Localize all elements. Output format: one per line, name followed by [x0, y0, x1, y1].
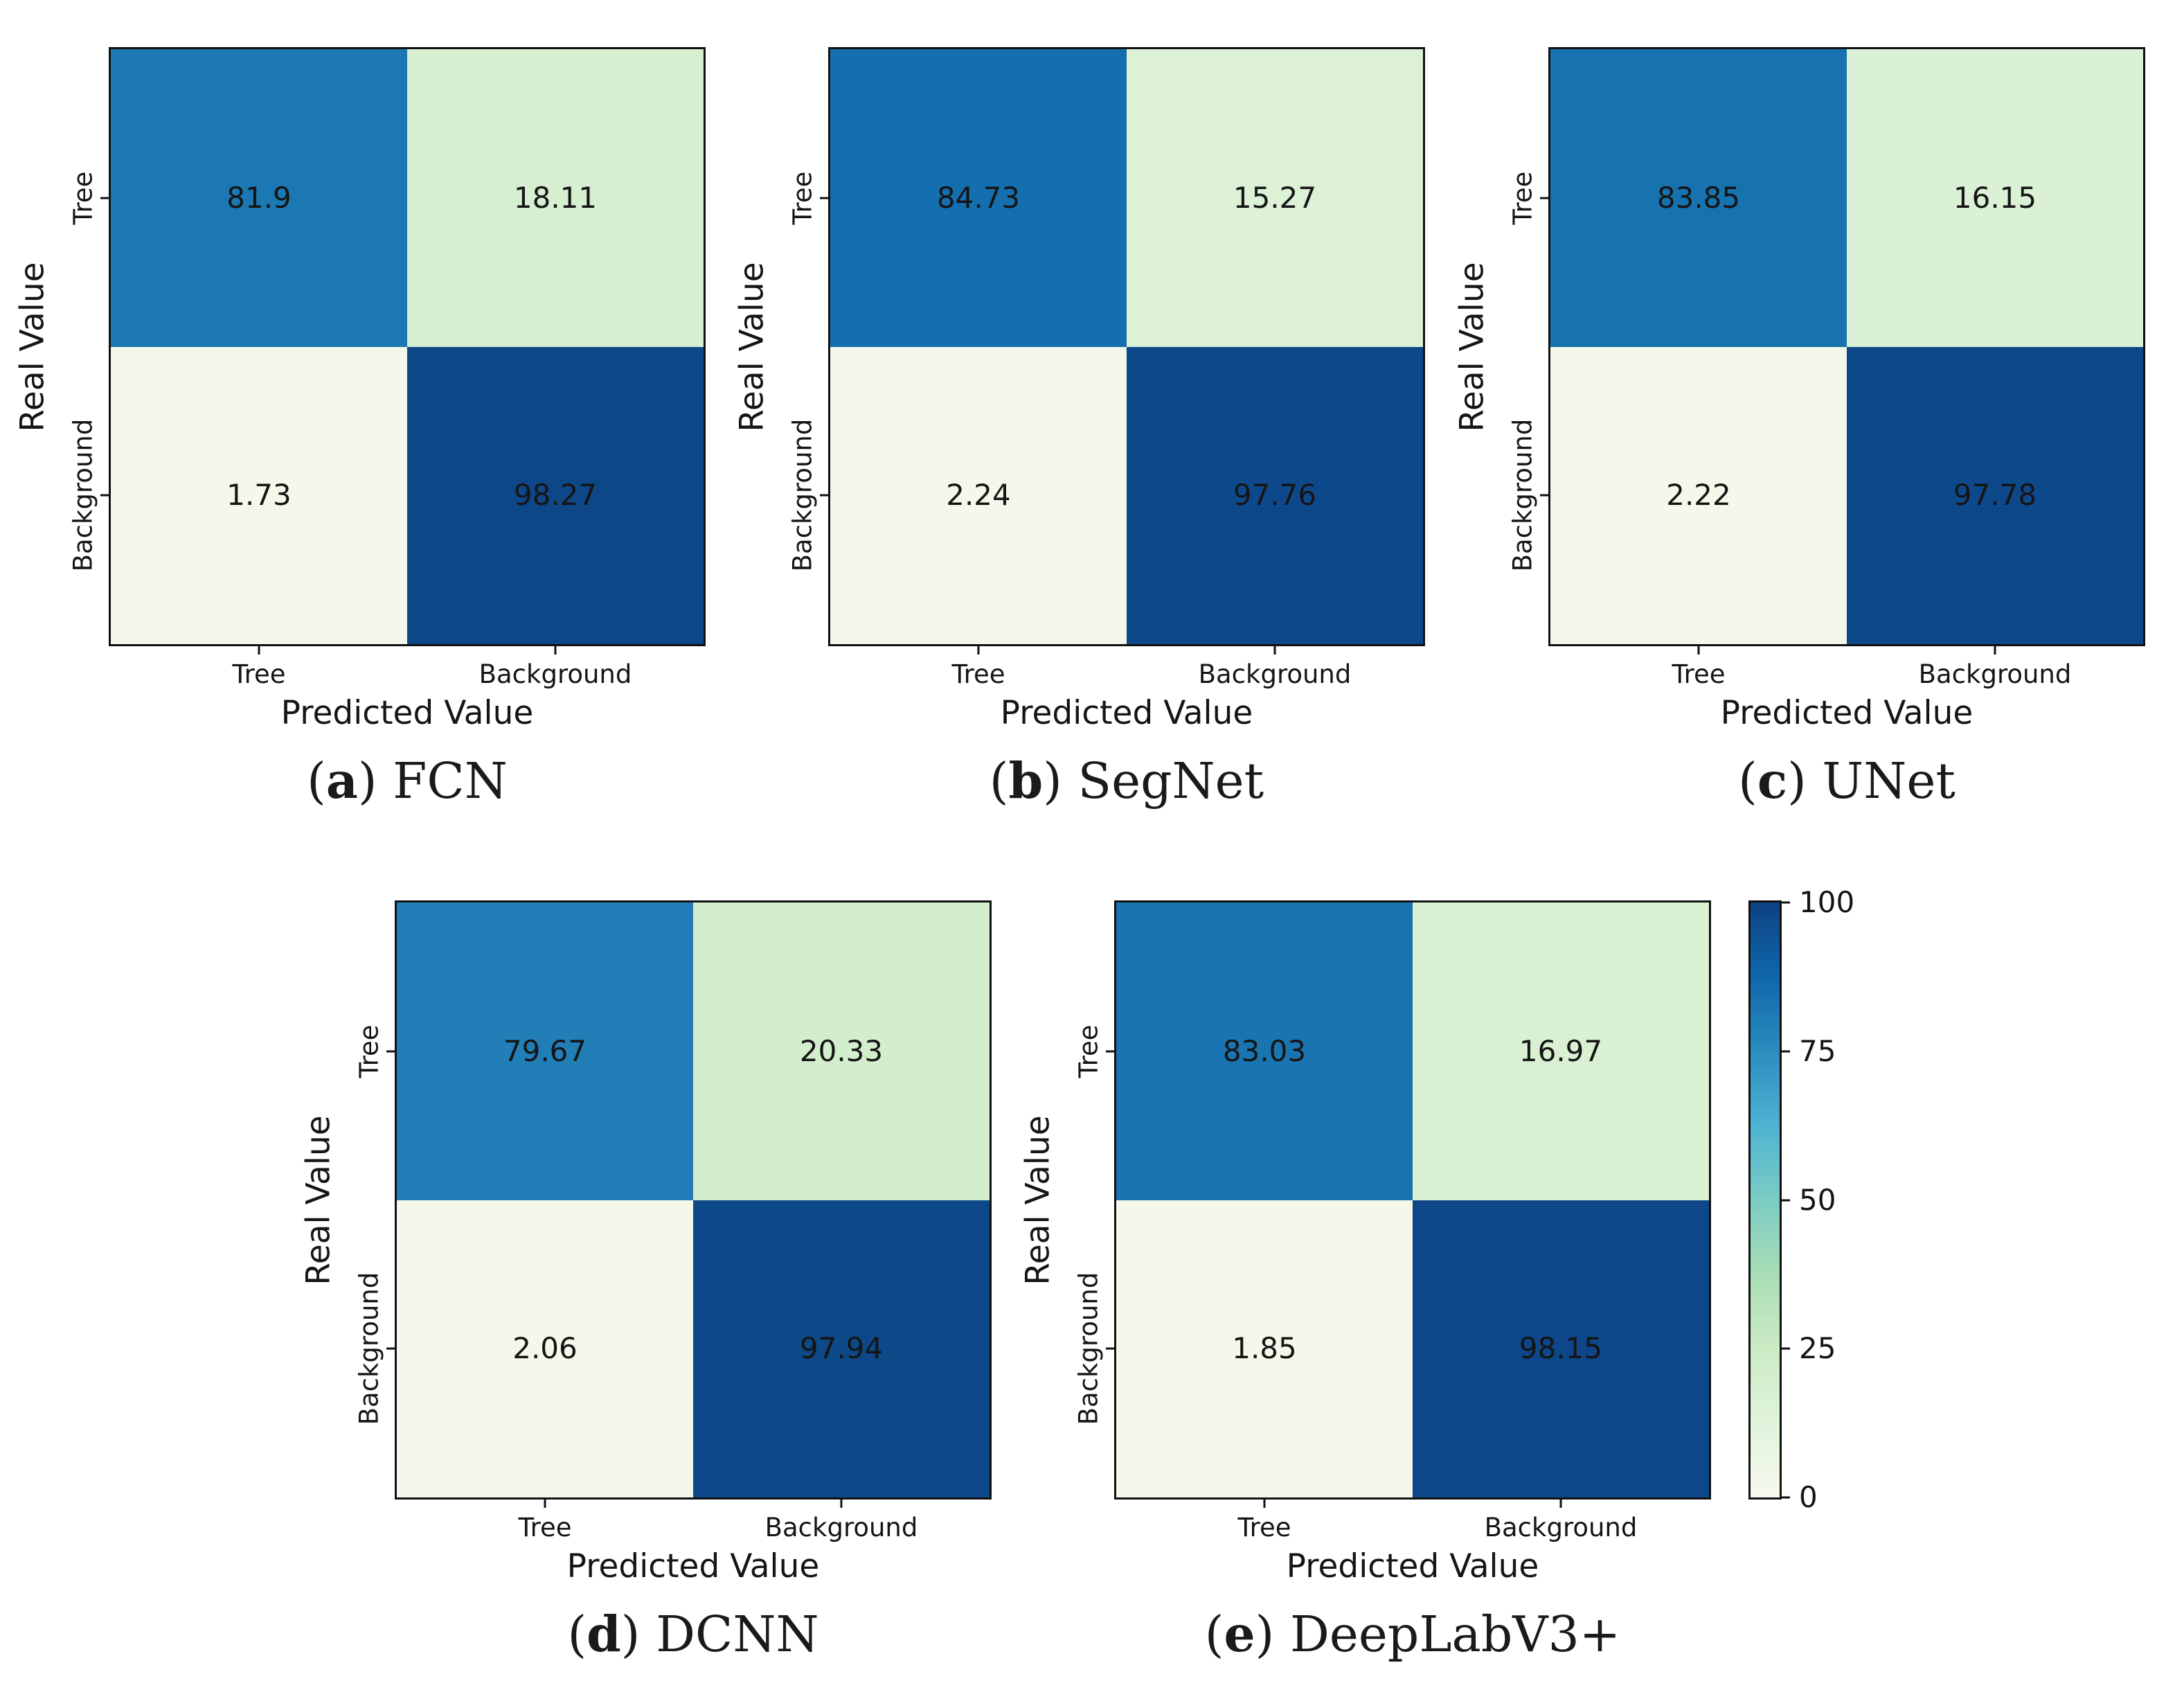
matrix-cell-background-tree: 1.73 — [111, 346, 407, 644]
y-tick — [1106, 1347, 1116, 1350]
x-tick-label-background: Background — [478, 659, 632, 689]
caption-b: (b) SegNet — [989, 751, 1264, 810]
matrix-cell-tree-tree: 79.67 — [397, 902, 693, 1200]
x-tick — [977, 644, 980, 655]
matrix-cell-background-tree: 2.22 — [1550, 346, 1847, 644]
matrix-cell-background-background: 97.78 — [1847, 346, 2143, 644]
matrix-cell-tree-tree: 83.03 — [1116, 902, 1413, 1200]
y-tick-label-background: Background — [1073, 1272, 1104, 1425]
x-tick — [544, 1497, 546, 1508]
y-tick — [1540, 494, 1550, 497]
confusion-matrix-dcnn: 79.67 20.33 2.06 97.94 Tree Background T… — [300, 900, 992, 1659]
y-tick — [100, 494, 111, 497]
y-tick — [1540, 197, 1550, 199]
caption-d: (d) DCNN — [567, 1605, 819, 1663]
matrix-cell-tree-background: 16.15 — [1847, 49, 2143, 347]
caption-model-name: FCN — [393, 752, 508, 810]
matrix-cell-background-background: 98.27 — [407, 346, 704, 644]
colorbar-label-0: 0 — [1799, 1480, 1818, 1514]
caption-model-name: UNet — [1822, 752, 1955, 810]
x-axis-label: Predicted Value — [280, 694, 534, 732]
colorbar-tick — [1780, 1199, 1790, 1201]
colorbar-tick — [1780, 1496, 1790, 1499]
colorbar-tick — [1780, 901, 1790, 904]
y-axis-label: Real Value — [1453, 261, 1492, 432]
x-tick — [258, 644, 260, 655]
x-tick-label-background: Background — [1484, 1513, 1638, 1542]
y-tick-label-background: Background — [68, 418, 98, 572]
x-tick — [1273, 644, 1276, 655]
x-tick-label-tree: Tree — [1672, 659, 1726, 689]
matrix-cell-background-background: 97.76 — [1127, 346, 1423, 644]
y-tick — [1106, 1050, 1116, 1053]
x-tick-label-background: Background — [764, 1513, 918, 1542]
y-axis-label: Real Value — [1019, 1114, 1057, 1286]
matrix-cell-background-tree: 2.24 — [830, 346, 1127, 644]
x-tick — [1263, 1497, 1266, 1508]
y-tick-label-background: Background — [354, 1272, 384, 1425]
caption-model-name: DeepLabV3+ — [1289, 1605, 1621, 1663]
x-axis-label: Predicted Value — [566, 1547, 820, 1585]
colorbar-tick — [1780, 1050, 1790, 1053]
matrix-cell-tree-background: 18.11 — [407, 49, 704, 347]
x-tick-label-tree: Tree — [951, 659, 1005, 689]
matrix-cell-background-tree: 1.85 — [1116, 1200, 1413, 1497]
x-tick — [840, 1497, 843, 1508]
matrix-cell-background-tree: 2.06 — [397, 1200, 693, 1497]
confusion-matrix-deeplabv3plus: 83.03 16.97 1.85 98.15 Tree Background T… — [1019, 900, 1711, 1659]
matrix-cell-tree-tree: 83.85 — [1550, 49, 1847, 347]
confusion-matrix-segnet: 84.73 15.27 2.24 97.76 Tree Background T… — [733, 47, 1425, 806]
caption-a: (a) FCN — [307, 751, 508, 810]
x-tick — [1994, 644, 1996, 655]
y-axis-label: Real Value — [13, 261, 52, 432]
y-tick-label-tree: Tree — [1507, 171, 1538, 225]
matrix-cell-tree-tree: 84.73 — [830, 49, 1127, 347]
colorbar: 100 75 50 25 0 — [1748, 888, 1854, 1512]
x-tick — [554, 644, 557, 655]
y-tick-label-tree: Tree — [354, 1024, 384, 1078]
colorbar-label-100: 100 — [1799, 885, 1855, 919]
y-tick — [100, 197, 111, 199]
matrix-cell-tree-tree: 81.9 — [111, 49, 407, 347]
y-tick-label-background: Background — [787, 418, 818, 572]
y-axis-label: Real Value — [299, 1114, 338, 1286]
y-tick — [386, 1050, 397, 1053]
y-tick — [386, 1347, 397, 1350]
x-tick-label-background: Background — [1198, 659, 1352, 689]
y-tick-label-tree: Tree — [1073, 1024, 1104, 1078]
caption-c: (c) UNet — [1738, 751, 1955, 810]
x-tick — [1559, 1497, 1562, 1508]
x-axis-label: Predicted Value — [1720, 694, 1973, 732]
matrix-cell-background-background: 97.94 — [693, 1200, 990, 1497]
colorbar-label-75: 75 — [1799, 1033, 1836, 1068]
colorbar-tick — [1780, 1347, 1790, 1350]
y-tick-label-tree: Tree — [68, 171, 98, 225]
matrix-cell-tree-background: 15.27 — [1127, 49, 1423, 347]
matrix-cell-background-background: 98.15 — [1413, 1200, 1709, 1497]
x-tick-label-background: Background — [1918, 659, 2072, 689]
x-tick — [1697, 644, 1700, 655]
x-tick-label-tree: Tree — [232, 659, 286, 689]
colorbar-label-25: 25 — [1799, 1331, 1836, 1366]
confusion-matrix-fcn: 81.9 18.11 1.73 98.27 Tree Background Tr… — [14, 47, 706, 806]
y-tick — [820, 197, 830, 199]
y-tick — [820, 494, 830, 497]
matrix-cell-tree-background: 20.33 — [693, 902, 990, 1200]
x-axis-label: Predicted Value — [1286, 1547, 1539, 1585]
x-tick-label-tree: Tree — [1237, 1513, 1291, 1542]
caption-model-name: SegNet — [1077, 752, 1264, 810]
x-axis-label: Predicted Value — [1000, 694, 1253, 732]
caption-model-name: DCNN — [656, 1605, 819, 1663]
y-tick-label-tree: Tree — [787, 171, 818, 225]
matrix-cell-tree-background: 16.97 — [1413, 902, 1709, 1200]
y-axis-label: Real Value — [733, 261, 771, 432]
colorbar-label-50: 50 — [1799, 1182, 1836, 1217]
confusion-matrix-unet: 83.85 16.15 2.22 97.78 Tree Background T… — [1453, 47, 2145, 806]
caption-e: (e) DeepLabV3+ — [1204, 1605, 1621, 1663]
y-tick-label-background: Background — [1507, 418, 1538, 572]
x-tick-label-tree: Tree — [518, 1513, 572, 1542]
